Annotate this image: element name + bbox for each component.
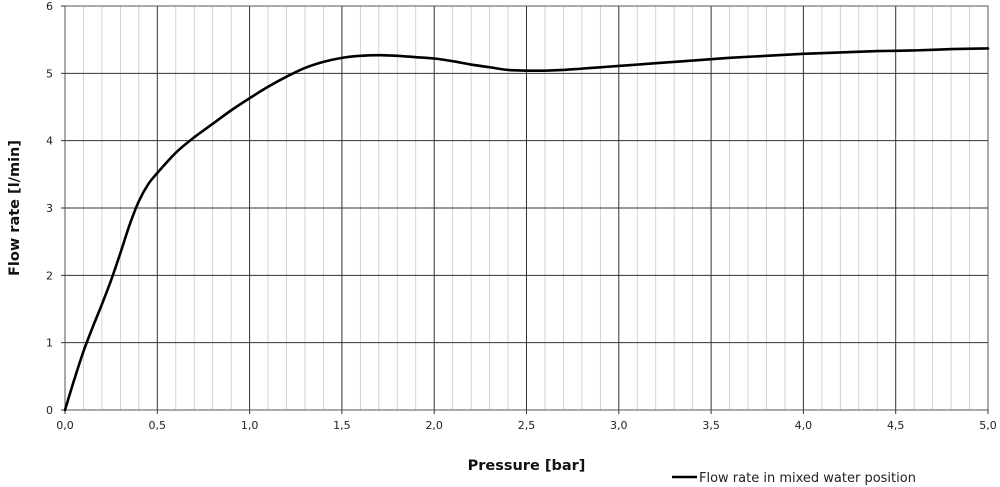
y-tick-label: 6 (46, 0, 53, 13)
legend-label: Flow rate in mixed water position (699, 471, 916, 486)
x-tick-label: 1,0 (241, 419, 259, 432)
y-axis-title: Flow rate [l/min] (7, 140, 23, 276)
legend: Flow rate in mixed water position (672, 471, 916, 486)
x-tick-label: 0,0 (56, 419, 74, 432)
y-axis-ticks: 0 1 2 3 4 5 6 (46, 0, 65, 417)
x-tick-label: 2,0 (425, 419, 443, 432)
series-layer (63, 47, 990, 412)
x-tick-label: 5,0 (979, 419, 997, 432)
x-axis-title: Pressure [bar] (468, 458, 586, 474)
x-tick-label: 4,5 (887, 419, 905, 432)
y-tick-label: 3 (46, 202, 53, 215)
x-tick-label: 4,0 (795, 419, 813, 432)
x-tick-label: 3,5 (702, 419, 720, 432)
y-tick-label: 0 (46, 404, 53, 417)
major-gridlines (65, 6, 988, 410)
y-tick-label: 2 (46, 269, 53, 282)
y-tick-label: 5 (46, 67, 53, 80)
x-tick-label: 1,5 (333, 419, 351, 432)
y-tick-label: 4 (46, 135, 53, 148)
series-line (63, 47, 990, 412)
y-tick-label: 1 (46, 337, 53, 350)
x-tick-label: 2,5 (518, 419, 536, 432)
x-tick-label: 0,5 (149, 419, 167, 432)
x-axis-ticks: 0,0 0,5 1,0 1,5 2,0 2,5 3,0 3,5 4,0 4,5 5,0 (56, 410, 997, 432)
x-tick-label: 3,0 (610, 419, 628, 432)
